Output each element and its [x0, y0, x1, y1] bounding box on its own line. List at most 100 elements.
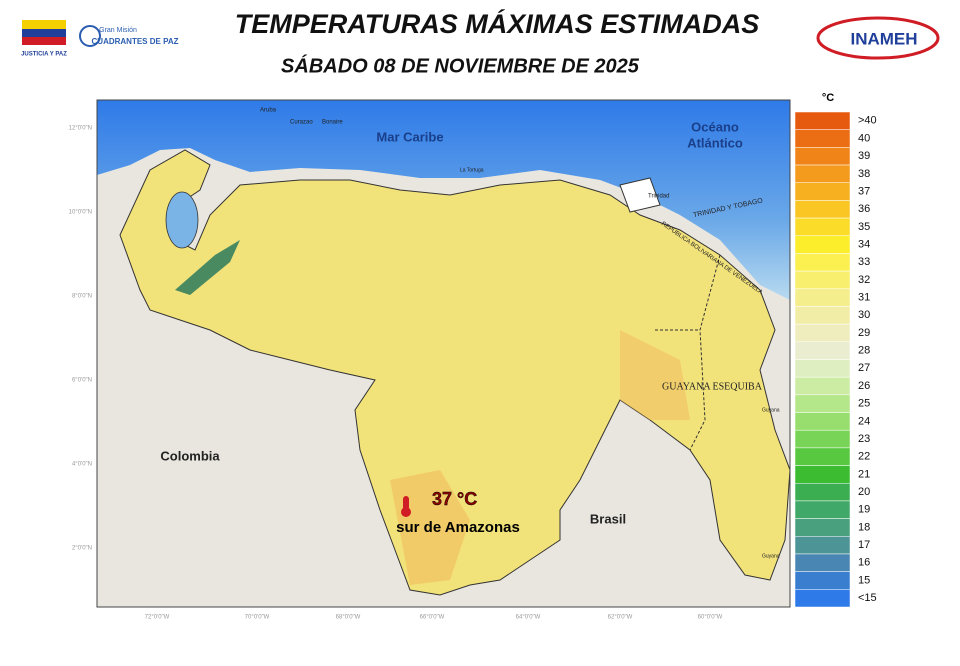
legend-swatch — [794, 253, 851, 272]
map-frame — [96, 99, 791, 608]
subtitle: SÁBADO 08 DE NOVIEMBRE DE 2025 — [281, 54, 640, 77]
logo-mission: Gran Misión CUADRANTES DE PAZ — [79, 25, 179, 47]
esequibo-border — [655, 254, 721, 451]
legend-swatch — [794, 553, 851, 572]
legend-label: 15 — [858, 574, 870, 586]
legend-label: 17 — [858, 539, 870, 551]
ocean-label: Océano — [691, 119, 739, 134]
title: TEMPERATURAS MÁXIMAS ESTIMADAS — [235, 8, 760, 39]
lat-label: 10°0'0"N — [69, 210, 92, 216]
lon-label: 64°0'0"W — [516, 615, 541, 621]
legend-label: 20 — [858, 486, 870, 498]
sea-label: Mar Caribe — [376, 129, 443, 144]
island-label: Guyana — [762, 407, 780, 413]
legend-label: 35 — [858, 221, 870, 233]
island-label: Trinidad — [648, 194, 669, 200]
legend-label: 32 — [858, 274, 870, 286]
legend-label: 23 — [858, 433, 870, 445]
legend-label: 25 — [858, 398, 870, 410]
legend-swatch — [794, 571, 851, 590]
logo-small: Gran Misión — [99, 27, 137, 34]
logo-name: CUADRANTES DE PAZ — [92, 37, 179, 46]
logo-ring — [79, 25, 101, 47]
legend-label: 28 — [858, 345, 870, 357]
flag-blue — [22, 29, 66, 37]
legend-label: 24 — [858, 415, 870, 427]
ocean-label: Atlántico — [687, 135, 743, 150]
sea — [97, 100, 790, 300]
venezuela — [119, 149, 791, 596]
legend-label: 33 — [858, 256, 870, 268]
legend-label: 38 — [858, 168, 870, 180]
island-label: Bonaire — [322, 120, 343, 126]
legend-label: 18 — [858, 521, 870, 533]
island-label: Curazao — [290, 120, 313, 126]
legend-swatch — [794, 217, 851, 236]
legend-swatch — [794, 394, 851, 413]
legend-label: 40 — [858, 132, 870, 144]
warm-zone — [390, 470, 470, 585]
legend-label: 16 — [858, 557, 870, 569]
legend-label: 27 — [858, 362, 870, 374]
legend-swatch — [794, 164, 851, 183]
annotation: 37 °C sur de Amazonas — [396, 489, 520, 536]
map: Mar Caribe Océano Atlántico Colombia Bra… — [96, 99, 791, 608]
legend-swatch — [794, 412, 851, 431]
lon-label: 72°0'0"W — [145, 615, 170, 621]
legend: °C >40 40 39 38 37 36 35 34 33 32 31 30 29 28 27 26 25 24… — [794, 92, 877, 608]
legend-swatch — [794, 429, 851, 449]
logo-ellipse — [816, 16, 940, 60]
legend-swatch — [794, 270, 851, 290]
andes-cool — [175, 240, 240, 295]
lat-label: 4°0'0"N — [72, 462, 92, 468]
legend-swatch — [794, 129, 851, 148]
legend-label: 19 — [858, 504, 870, 516]
legend-label: 21 — [858, 468, 870, 480]
logo-left: JUSTICIA Y PAZ — [21, 20, 67, 58]
legend-swatch — [794, 182, 851, 201]
legend-label: 36 — [858, 203, 870, 215]
thermometer — [403, 496, 409, 510]
logo-text: INAMEH — [850, 29, 917, 48]
lon-label: 68°0'0"W — [336, 615, 361, 621]
flag-red — [22, 37, 66, 45]
legend-label: 26 — [858, 380, 870, 392]
island-label: Aruba — [260, 108, 277, 114]
legend-swatch — [794, 306, 851, 325]
lat-label: 8°0'0"N — [72, 294, 92, 300]
legend-swatch — [794, 323, 851, 343]
lon-label: 62°0'0"W — [608, 615, 633, 621]
legend-label: 30 — [858, 309, 870, 321]
logo-inameh: INAMEH — [816, 16, 940, 60]
island-label: La Tortuga — [460, 167, 484, 173]
flag-yellow — [22, 20, 66, 29]
trinidad-island — [619, 177, 661, 213]
region-label: GUAYANA ESEQUIBA — [662, 381, 763, 392]
lon-label: 70°0'0"W — [245, 615, 270, 621]
island-label: Guyana — [762, 553, 780, 559]
lat-label: 2°0'0"N — [72, 546, 92, 552]
legend-unit: °C — [822, 92, 834, 104]
legend-swatch — [794, 465, 851, 484]
legend-swatch — [794, 359, 851, 378]
logo-caption: JUSTICIA Y PAZ — [21, 52, 67, 58]
thermometer-bulb — [401, 507, 411, 517]
annotation-text: sur de Amazonas — [396, 519, 520, 536]
annotation-value: 37 °C — [432, 489, 477, 509]
legend-label: 31 — [858, 292, 870, 304]
legend-swatch — [794, 447, 851, 466]
legend-swatch — [794, 235, 851, 254]
legend-swatch — [794, 500, 851, 519]
lake-maracaibo — [165, 191, 199, 249]
legend-label: <15 — [858, 592, 877, 604]
country-label: Colombia — [160, 448, 220, 463]
lat-label: 6°0'0"N — [72, 378, 92, 384]
country-label: Brasil — [590, 511, 626, 526]
legend-swatch — [794, 376, 851, 396]
legend-swatch — [794, 111, 851, 130]
lon-label: 60°0'0"W — [698, 615, 723, 621]
warm-zone — [620, 330, 690, 420]
legend-label: 39 — [858, 150, 870, 162]
